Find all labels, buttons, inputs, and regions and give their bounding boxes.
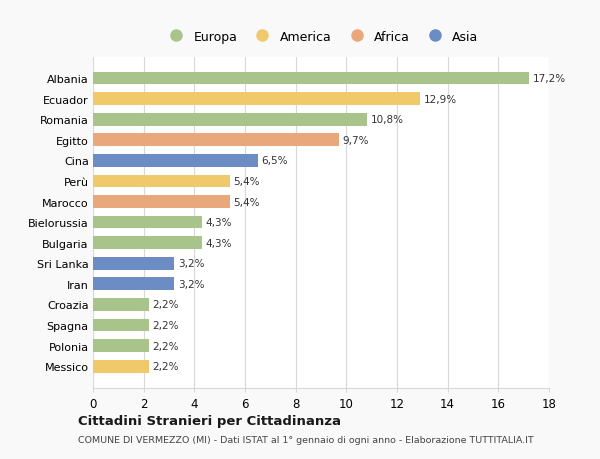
Bar	[93, 196, 230, 208]
Text: Cittadini Stranieri per Cittadinanza: Cittadini Stranieri per Cittadinanza	[78, 414, 341, 428]
Text: 3,2%: 3,2%	[178, 259, 205, 269]
Text: COMUNE DI VERMEZZO (MI) - Dati ISTAT al 1° gennaio di ogni anno - Elaborazione T: COMUNE DI VERMEZZO (MI) - Dati ISTAT al …	[78, 435, 534, 443]
Text: 5,4%: 5,4%	[233, 177, 260, 186]
Bar	[93, 134, 339, 147]
Bar	[93, 73, 529, 85]
Bar	[93, 298, 149, 311]
Bar	[93, 360, 149, 373]
Text: 6,5%: 6,5%	[262, 156, 288, 166]
Text: 2,2%: 2,2%	[152, 362, 179, 371]
Text: 2,2%: 2,2%	[152, 320, 179, 330]
Text: 4,3%: 4,3%	[206, 218, 232, 228]
Text: 10,8%: 10,8%	[370, 115, 403, 125]
Bar	[93, 113, 367, 126]
Legend: Europa, America, Africa, Asia: Europa, America, Africa, Asia	[163, 31, 479, 44]
Text: 5,4%: 5,4%	[233, 197, 260, 207]
Text: 17,2%: 17,2%	[533, 74, 566, 84]
Text: 2,2%: 2,2%	[152, 341, 179, 351]
Bar	[93, 340, 149, 353]
Bar	[93, 216, 202, 229]
Bar	[93, 155, 257, 168]
Bar	[93, 278, 174, 291]
Text: 9,7%: 9,7%	[343, 135, 369, 146]
Text: 2,2%: 2,2%	[152, 300, 179, 310]
Bar	[93, 319, 149, 332]
Bar	[93, 175, 230, 188]
Text: 3,2%: 3,2%	[178, 279, 205, 289]
Bar	[93, 237, 202, 250]
Text: 4,3%: 4,3%	[206, 238, 232, 248]
Bar	[93, 93, 420, 106]
Bar	[93, 257, 174, 270]
Text: 12,9%: 12,9%	[424, 95, 457, 104]
